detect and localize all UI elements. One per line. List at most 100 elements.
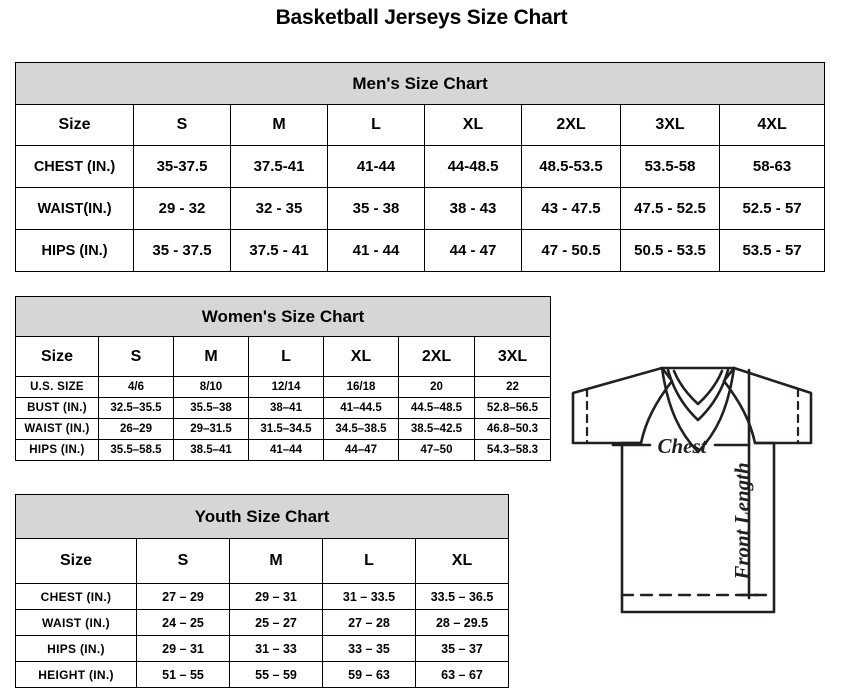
womens-hips-xl: 44–47 (323, 439, 399, 461)
mens-header-2xl: 2XL (521, 104, 621, 146)
mens-hips-2xl: 47 - 50.5 (521, 229, 621, 272)
table-row: CHEST (IN.) 27 – 29 29 – 31 31 – 33.5 33… (15, 583, 510, 610)
table-row: HIPS (IN.) 35.5–58.5 38.5–41 41–44 44–47… (15, 439, 552, 461)
neckline-collar-band (666, 368, 730, 422)
womens-ussize-2xl: 20 (398, 376, 475, 398)
womens-header-xl: XL (323, 336, 399, 377)
youth-header-m: M (229, 538, 323, 584)
front-length-label: Front Length (730, 462, 754, 580)
womens-waist-l: 31.5–34.5 (248, 418, 324, 440)
womens-header-s: S (98, 336, 174, 377)
mens-row-label-hips: HIPS (IN.) (15, 229, 134, 272)
mens-chest-xl: 44-48.5 (424, 145, 522, 188)
table-row: WAIST (IN.) 26–29 29–31.5 31.5–34.5 34.5… (15, 418, 552, 440)
womens-hips-l: 41–44 (248, 439, 324, 461)
youth-hips-s: 29 – 31 (136, 635, 230, 662)
womens-ussize-l: 12/14 (248, 376, 324, 398)
womens-bust-l: 38–41 (248, 397, 324, 419)
womens-header-3xl: 3XL (473, 336, 552, 377)
youth-chest-m: 29 – 31 (229, 583, 323, 610)
youth-hips-xl: 35 – 37 (414, 635, 510, 662)
youth-chest-l: 31 – 33.5 (322, 583, 416, 610)
womens-waist-2xl: 38.5–42.5 (398, 418, 475, 440)
youth-hips-l: 33 – 35 (322, 635, 416, 662)
youth-row-label-chest: CHEST (IN.) (15, 583, 137, 610)
mens-size-chart: Men's Size Chart Size S M L XL 2XL 3XL 4… (14, 62, 826, 272)
mens-chest-2xl: 48.5-53.5 (521, 145, 621, 188)
jersey-measurement-diagram: Chest Front Length (540, 358, 843, 679)
womens-header-m: M (173, 336, 249, 377)
youth-row-label-height: HEIGHT (IN.) (15, 661, 137, 688)
youth-height-xl: 63 – 67 (414, 661, 510, 688)
womens-row-label-us-size: U.S. SIZE (15, 376, 99, 398)
womens-waist-xl: 34.5–38.5 (323, 418, 399, 440)
youth-waist-m: 25 – 27 (229, 609, 323, 636)
youth-height-s: 51 – 55 (136, 661, 230, 688)
chest-label: Chest (657, 434, 707, 458)
womens-header-2xl: 2XL (398, 336, 475, 377)
womens-size-chart: Women's Size Chart Size S M L XL 2XL 3XL… (14, 296, 552, 461)
table-row: WAIST (IN.) 24 – 25 25 – 27 27 – 28 28 –… (15, 609, 510, 636)
table-row: BUST (IN.) 32.5–35.5 35.5–38 38–41 41–44… (15, 397, 552, 419)
womens-hips-2xl: 47–50 (398, 439, 475, 461)
mens-chest-m: 37.5-41 (230, 145, 328, 188)
womens-header-size: Size (15, 336, 99, 377)
womens-bust-s: 32.5–35.5 (98, 397, 174, 419)
mens-waist-4xl: 52.5 - 57 (718, 187, 826, 230)
womens-chart-banner: Women's Size Chart (14, 296, 552, 337)
youth-waist-s: 24 – 25 (136, 609, 230, 636)
youth-row-label-waist: WAIST (IN.) (15, 609, 137, 636)
torso-outline (620, 441, 776, 614)
mens-waist-m: 32 - 35 (230, 187, 328, 230)
mens-header-s: S (133, 104, 231, 146)
mens-hips-3xl: 50.5 - 53.5 (620, 229, 720, 272)
womens-bust-m: 35.5–38 (173, 397, 249, 419)
mens-header-3xl: 3XL (620, 104, 720, 146)
mens-chest-s: 35-37.5 (133, 145, 231, 188)
table-row: HEIGHT (IN.) 51 – 55 55 – 59 59 – 63 63 … (15, 661, 510, 688)
womens-hips-3xl: 54.3–58.3 (473, 439, 552, 461)
womens-row-label-hips: HIPS (IN.) (15, 439, 99, 461)
youth-chest-s: 27 – 29 (136, 583, 230, 610)
womens-waist-s: 26–29 (98, 418, 174, 440)
youth-header-s: S (136, 538, 230, 584)
youth-chest-xl: 33.5 – 36.5 (414, 583, 510, 610)
womens-waist-m: 29–31.5 (173, 418, 249, 440)
womens-ussize-m: 8/10 (173, 376, 249, 398)
table-row: HIPS (IN.) 35 - 37.5 37.5 - 41 41 - 44 4… (15, 229, 826, 272)
mens-waist-2xl: 43 - 47.5 (521, 187, 621, 230)
youth-header-l: L (322, 538, 416, 584)
womens-header-l: L (248, 336, 324, 377)
womens-hips-s: 35.5–58.5 (98, 439, 174, 461)
womens-ussize-s: 4/6 (98, 376, 174, 398)
youth-header-xl: XL (414, 538, 510, 584)
table-row: WAIST(IN.) 29 - 32 32 - 35 35 - 38 38 - … (15, 187, 826, 230)
womens-bust-xl: 41–44.5 (323, 397, 399, 419)
youth-waist-xl: 28 – 29.5 (414, 609, 510, 636)
youth-header-size: Size (15, 538, 137, 584)
neckline-inner-rib (672, 369, 724, 406)
womens-hips-m: 38.5–41 (173, 439, 249, 461)
mens-waist-l: 35 - 38 (327, 187, 425, 230)
mens-hips-xl: 44 - 47 (424, 229, 522, 272)
youth-row-label-hips: HIPS (IN.) (15, 635, 137, 662)
womens-ussize-xl: 16/18 (323, 376, 399, 398)
mens-waist-3xl: 47.5 - 52.5 (620, 187, 720, 230)
mens-header-4xl: 4XL (718, 104, 826, 146)
youth-waist-l: 27 – 28 (322, 609, 416, 636)
womens-bust-2xl: 44.5–48.5 (398, 397, 475, 419)
mens-header-l: L (327, 104, 425, 146)
mens-chart-banner: Men's Size Chart (14, 62, 826, 105)
youth-hips-m: 31 – 33 (229, 635, 323, 662)
mens-chest-4xl: 58-63 (718, 145, 826, 188)
mens-waist-xl: 38 - 43 (424, 187, 522, 230)
youth-height-l: 59 – 63 (322, 661, 416, 688)
youth-size-chart: Youth Size Chart Size S M L XL CHEST (IN… (14, 494, 510, 688)
womens-bust-3xl: 52.8–56.5 (473, 397, 552, 419)
neckline-outer (660, 366, 736, 454)
mens-row-label-waist: WAIST(IN.) (15, 187, 134, 230)
table-row: CHEST (IN.) 35-37.5 37.5-41 41-44 44-48.… (15, 145, 826, 188)
page-title: Basketball Jerseys Size Chart (275, 6, 568, 29)
mens-hips-l: 41 - 44 (327, 229, 425, 272)
mens-hips-4xl: 53.5 - 57 (718, 229, 826, 272)
